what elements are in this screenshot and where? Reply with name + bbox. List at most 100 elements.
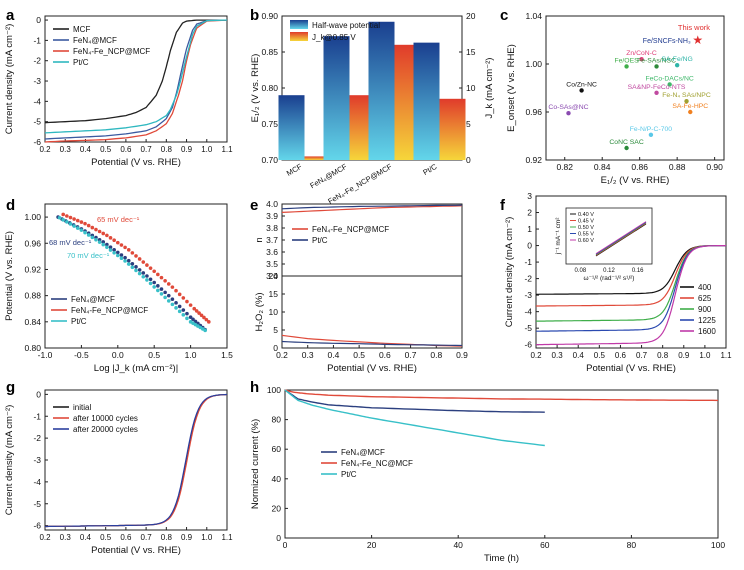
- x-tick-label: 0.3: [552, 351, 564, 360]
- y-tick-label: -1: [524, 257, 532, 267]
- data-point: [79, 228, 84, 232]
- data-point: [130, 251, 135, 255]
- panel-letter-e: e: [250, 197, 258, 214]
- y-tick-label: -5: [524, 323, 532, 333]
- y-tick-label: -1: [33, 35, 41, 45]
- y-tick-label: 40: [272, 474, 282, 484]
- legend-entry: FeN₄-Fe_NC@MCF: [341, 459, 413, 468]
- data-point: [181, 313, 186, 317]
- x-tick-label: 0: [283, 540, 288, 550]
- data-point: [83, 221, 87, 226]
- x-tick-label: 0.7: [636, 351, 648, 360]
- x-tick-label: 0.5: [353, 350, 365, 360]
- x-tick-label: 0.5: [100, 533, 112, 542]
- x-tick-label: -1.0: [38, 350, 53, 360]
- y-tick-label: 0: [273, 343, 278, 353]
- x-tick-label: 0.84: [594, 162, 611, 172]
- data-point: [101, 231, 106, 236]
- data-point: [97, 229, 102, 234]
- data-point-label: Fe/OES: [614, 57, 639, 64]
- data-point: [156, 272, 160, 277]
- data-point: [72, 217, 76, 221]
- x-axis-label: Time (h): [484, 553, 519, 564]
- data-point: [177, 292, 182, 297]
- data-point: [134, 268, 138, 273]
- panel-letter-b: b: [250, 7, 259, 24]
- x-tick-label: 1.1: [720, 351, 732, 360]
- panel-letter-h: h: [250, 379, 259, 396]
- inset-series-line: [595, 221, 647, 254]
- y-axis-label: Current density (mA cm⁻²): [504, 217, 515, 328]
- x-tick-label: 0.8: [161, 145, 173, 154]
- data-point: [108, 236, 113, 240]
- data-point: [86, 223, 91, 228]
- data-point: [130, 261, 135, 266]
- inset-legend-entry: 0.50 V: [578, 225, 594, 231]
- y-tick-label: 0.92: [525, 155, 542, 165]
- data-point: [185, 299, 189, 304]
- inset-series-line: [595, 221, 647, 255]
- y-axis-label: Current density (mA cm⁻²): [4, 405, 15, 516]
- y-tick-label: -6: [524, 340, 532, 350]
- y-tick-label: 1: [527, 224, 532, 234]
- legend-entry: Half-wave potential: [312, 21, 380, 30]
- data-point: [137, 257, 142, 261]
- y-axis-label-n: n: [254, 237, 265, 242]
- bar-jk: [439, 98, 466, 160]
- panel-letter-g: g: [6, 379, 15, 396]
- data-point: [105, 245, 109, 250]
- plot-frame-c: [545, 15, 725, 161]
- x-tick-label: 40: [453, 540, 463, 550]
- data-point: [101, 240, 106, 244]
- data-point: [624, 64, 629, 69]
- data-point: [207, 320, 211, 324]
- legend-entry: FeN₄@MCF: [73, 36, 117, 45]
- annotation-tafel: 65 mV dec⁻¹: [97, 215, 140, 224]
- x-tick-label: 100: [711, 540, 725, 550]
- x-tick-label: 20: [367, 540, 377, 550]
- y-tick-label: 1.00: [525, 59, 542, 69]
- data-point: [97, 240, 102, 244]
- y-tick-label: -5: [33, 499, 41, 509]
- y-tick-label: 5: [273, 325, 278, 335]
- plot-frame-h: [284, 389, 719, 539]
- series-line-g: [45, 393, 228, 528]
- y-tick-label: -3: [33, 455, 41, 465]
- x-tick-label: 0.2: [276, 350, 288, 360]
- data-point: [137, 268, 142, 272]
- inset-frame: [565, 207, 653, 265]
- data-point: [108, 248, 113, 252]
- x-tick-label: 0.4: [80, 145, 92, 154]
- data-point: [177, 304, 182, 309]
- inset-legend-entry: 0.60 V: [578, 238, 594, 244]
- bar-half-wave: [278, 95, 305, 160]
- series-line-h2o2: [281, 340, 463, 347]
- y-tick-label: -2: [33, 56, 41, 66]
- data-point: [177, 309, 182, 314]
- x-tick-label: 0.7: [141, 533, 153, 542]
- data-point: [159, 275, 164, 280]
- data-point: [75, 218, 80, 223]
- x-tick-label: 0.6: [120, 145, 132, 154]
- data-point: [119, 253, 124, 257]
- data-point: [185, 316, 189, 321]
- data-point: [75, 226, 80, 230]
- data-point-star: ★: [692, 33, 703, 47]
- y-tick-label: 1.04: [525, 11, 542, 21]
- series-line-a: [44, 19, 228, 134]
- series-line-h: [284, 389, 545, 413]
- category-label: FeN₄@MCF: [308, 162, 348, 191]
- panel-letter-f: f: [500, 197, 506, 214]
- y-tick-label: 15: [269, 289, 279, 299]
- y-tick-label: 20: [272, 503, 282, 513]
- data-point: [83, 230, 87, 235]
- data-point: [181, 308, 186, 312]
- data-point-label: FeCo-DACs/NC: [645, 75, 693, 82]
- y-tick-label: 0.85: [261, 47, 278, 57]
- x-tick-label: 1.1: [221, 533, 233, 542]
- x-tick-label: 0.2: [530, 351, 542, 360]
- x-tick-label: 0.8: [657, 351, 669, 360]
- y-tick-label: -4: [524, 307, 532, 317]
- legend-entry: J_k@0.85 V: [312, 33, 356, 42]
